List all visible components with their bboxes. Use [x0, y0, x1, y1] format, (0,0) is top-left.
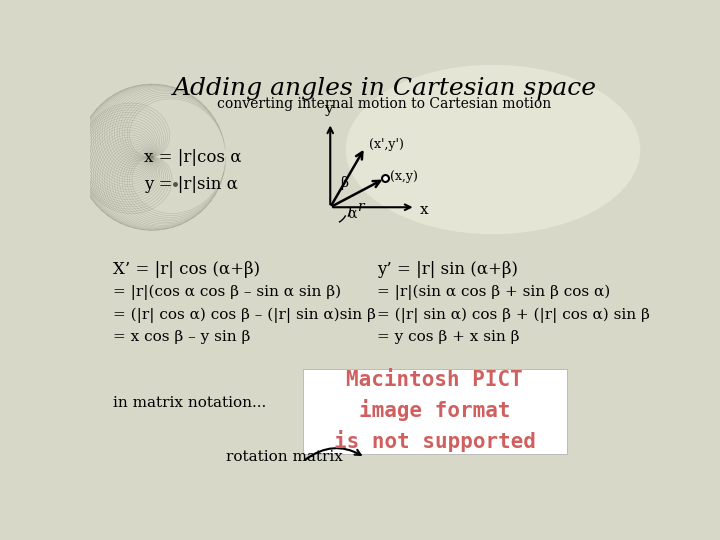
Text: β: β [341, 176, 348, 190]
Text: = x cos β – y sin β: = x cos β – y sin β [113, 330, 251, 345]
Ellipse shape [346, 65, 640, 234]
Text: y = |r|sin α: y = |r|sin α [144, 177, 238, 193]
Text: y’ = |r| sin (α+β): y’ = |r| sin (α+β) [377, 261, 518, 278]
Text: (x',y'): (x',y') [369, 138, 404, 151]
Text: y: y [323, 103, 332, 117]
Text: = |r|(sin α cos β + sin β cos α): = |r|(sin α cos β + sin β cos α) [377, 284, 610, 300]
Text: = (|r| cos α) cos β – (|r| sin α)sin β: = (|r| cos α) cos β – (|r| sin α)sin β [113, 307, 376, 323]
Text: r: r [357, 200, 364, 214]
Bar [303, 369, 567, 454]
Text: converting internal motion to Cartesian motion: converting internal motion to Cartesian … [217, 97, 552, 111]
Text: = |r|(cos α cos β – sin α sin β): = |r|(cos α cos β – sin α sin β) [113, 284, 341, 300]
Text: Adding angles in Cartesian space: Adding angles in Cartesian space [173, 77, 596, 100]
Text: (x,y): (x,y) [390, 170, 418, 183]
Text: Macintosh PICT
image format
is not supported: Macintosh PICT image format is not suppo… [334, 370, 536, 453]
Text: rotation matrix: rotation matrix [225, 450, 343, 464]
Text: x: x [419, 202, 428, 217]
Text: X’ = |r| cos (α+β): X’ = |r| cos (α+β) [113, 261, 261, 278]
Text: x = |r|cos α: x = |r|cos α [144, 150, 242, 166]
Text: α: α [347, 206, 356, 220]
Text: = y cos β + x sin β: = y cos β + x sin β [377, 330, 519, 345]
Text: = (|r| sin α) cos β + (|r| cos α) sin β: = (|r| sin α) cos β + (|r| cos α) sin β [377, 307, 649, 323]
Text: in matrix notation...: in matrix notation... [113, 396, 266, 410]
